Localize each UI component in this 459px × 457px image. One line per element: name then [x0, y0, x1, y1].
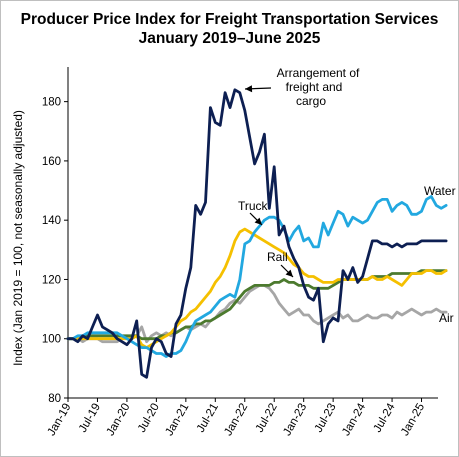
x-tick-label: Jan-21 — [163, 402, 191, 438]
x-tick-label: Jul-21 — [195, 402, 221, 435]
annotation-arrangement-line2: freight and — [286, 80, 343, 94]
chart-title: Producer Price Index for Freight Transpo… — [20, 11, 439, 28]
arrow-rail — [280, 264, 294, 278]
x-tick-label: Jan-22 — [222, 402, 250, 438]
y-tick-label: 140 — [42, 215, 61, 227]
annotation-air: Air — [439, 311, 454, 325]
annotation-water: Water — [424, 184, 456, 198]
x-tick-label: Jan-25 — [399, 402, 427, 438]
arrow-truck — [249, 212, 263, 226]
x-tick-label: Jul-20 — [136, 402, 162, 435]
arrow-rail-head — [285, 269, 293, 277]
x-tick-label: Jul-22 — [254, 402, 280, 435]
series-line-air — [66, 283, 448, 344]
x-tick-label: Jul-19 — [77, 402, 103, 435]
arrow-arrangement — [244, 85, 272, 93]
y-axis-title: Index (Jan 2019 = 100, not seasonally ad… — [11, 110, 25, 366]
annotation-rail: Rail — [267, 250, 288, 264]
annotation-arrangement-line3: cargo — [296, 94, 326, 108]
y-tick-label: 100 — [42, 334, 61, 346]
y-tick-label: 160 — [42, 156, 61, 168]
annotation-truck: Truck — [238, 199, 269, 213]
arrow-arrangement-head — [245, 85, 253, 93]
chart-subtitle: January 2019–June 2025 — [138, 30, 321, 47]
x-tick-label: Jul-24 — [372, 401, 398, 435]
x-tick-label: Jan-19 — [46, 402, 74, 438]
chart-title-block: Producer Price Index for Freight Transpo… — [0, 10, 459, 48]
annotation-arrangement-line1: Arrangement of — [277, 66, 360, 80]
x-tick-label: Jan-23 — [281, 402, 309, 438]
x-tick-label: Jul-23 — [313, 402, 339, 435]
y-tick-label: 80 — [48, 393, 61, 405]
arrow-truck-head — [254, 217, 262, 225]
x-tick-label: Jan-20 — [105, 402, 133, 438]
series-line-arrangement-of-freight-and-cargo — [66, 88, 448, 379]
x-tick-label: Jan-24 — [340, 401, 368, 438]
series-line-rail — [66, 269, 448, 341]
y-tick-label: 180 — [42, 97, 61, 109]
y-tick-label: 120 — [42, 274, 61, 286]
series-layer — [66, 88, 448, 379]
annotation-layer: Arrangement of freight and cargo Water T… — [238, 66, 456, 325]
